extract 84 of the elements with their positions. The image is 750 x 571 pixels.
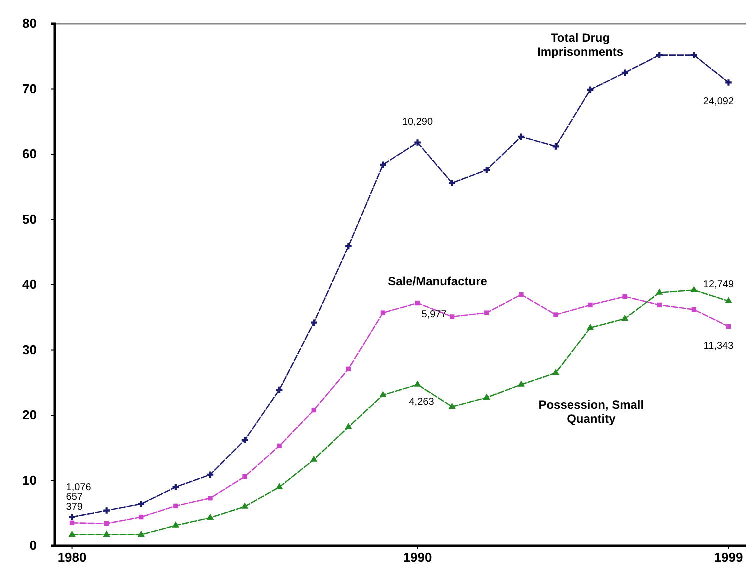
point: [450, 314, 455, 320]
point: [552, 368, 560, 376]
series-label: Possession, Small Quantity: [538, 398, 644, 426]
point: [484, 167, 490, 174]
point: [276, 386, 283, 394]
point: [518, 380, 525, 387]
x-tick-label: 1990: [403, 550, 432, 566]
point: [414, 380, 422, 387]
point: [588, 302, 593, 308]
point: [380, 162, 386, 168]
annotation: 379: [66, 502, 84, 513]
annotation: 5,977: [422, 309, 448, 320]
point: [692, 307, 697, 312]
point: [68, 530, 76, 537]
point: [312, 408, 316, 413]
point: [587, 86, 594, 94]
y-tick-label: 50: [22, 212, 37, 227]
y-tick-label: 40: [22, 277, 37, 292]
point: [242, 437, 248, 444]
point: [138, 530, 145, 537]
point: [346, 243, 352, 250]
point: [346, 366, 352, 372]
point: [172, 484, 180, 490]
x-tick-label: 1980: [58, 550, 87, 566]
point: [622, 294, 628, 300]
point: [518, 134, 525, 140]
annotation: 657: [66, 492, 84, 504]
point: [691, 52, 698, 58]
point: [104, 521, 110, 526]
point: [656, 52, 663, 58]
point: [345, 423, 352, 430]
point: [586, 324, 594, 330]
point: [725, 297, 732, 304]
point: [104, 508, 110, 514]
point: [103, 530, 110, 537]
y-tick-label: 60: [22, 146, 37, 162]
y-tick-label: 80: [22, 16, 37, 32]
series-label: Total Drug Imprisonments: [538, 30, 624, 59]
annotation: 11,343: [704, 340, 734, 352]
annotation: 1,076: [66, 482, 92, 494]
point: [448, 402, 456, 410]
point: [554, 312, 558, 318]
point: [690, 286, 698, 292]
point: [380, 310, 386, 316]
point: [206, 514, 214, 520]
point: [207, 472, 214, 478]
point: [70, 520, 75, 526]
y-tick-label: 10: [22, 472, 37, 488]
x-tick-label: 1999: [714, 550, 744, 566]
point: [483, 394, 490, 400]
point: [242, 474, 248, 480]
point: [552, 144, 560, 150]
point: [172, 522, 180, 528]
point: [656, 288, 664, 295]
point: [277, 444, 282, 449]
point: [484, 310, 490, 316]
y-tick-label: 70: [22, 81, 37, 96]
annotation: 12,749: [703, 279, 734, 290]
point: [310, 456, 318, 462]
point: [657, 302, 662, 308]
point: [208, 496, 213, 501]
point: [519, 292, 524, 298]
point: [139, 514, 144, 520]
point: [449, 180, 456, 186]
point: [414, 140, 421, 146]
point: [380, 391, 387, 398]
annotation: 10,290: [402, 116, 434, 128]
point: [241, 502, 249, 509]
series-label: Sale/Manufacture: [388, 274, 488, 288]
annotation: 4,263: [409, 396, 435, 408]
y-tick-label: 0: [30, 538, 37, 554]
y-tick-label: 20: [22, 408, 37, 423]
annotation: 24,092: [703, 96, 734, 108]
point: [622, 314, 629, 321]
point: [726, 324, 732, 330]
point: [726, 80, 732, 86]
point: [174, 504, 178, 509]
y-tick-label: 30: [22, 342, 37, 358]
point: [276, 483, 284, 490]
point: [69, 514, 76, 520]
point: [622, 70, 628, 76]
point: [138, 501, 145, 508]
point: [310, 320, 318, 326]
point: [415, 300, 420, 306]
